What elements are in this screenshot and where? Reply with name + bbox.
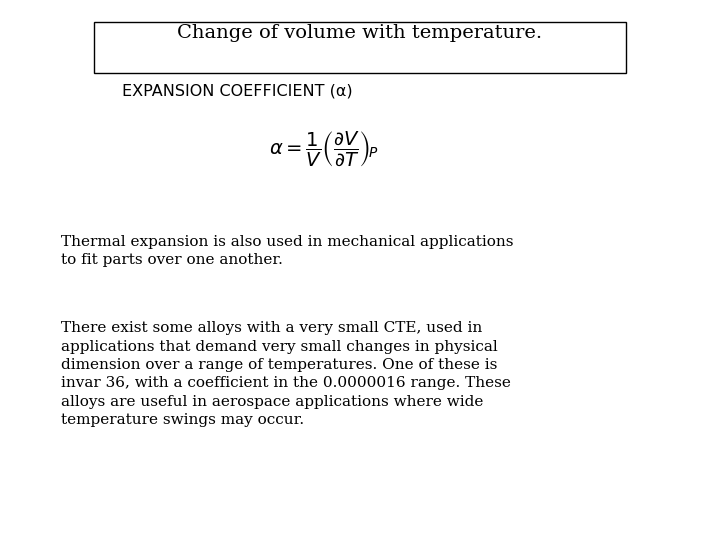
Text: $\alpha = \dfrac{1}{V}\left(\dfrac{\partial V}{\partial T}\right)_{\!P}$: $\alpha = \dfrac{1}{V}\left(\dfrac{\part… [269, 130, 379, 168]
FancyBboxPatch shape [94, 22, 626, 73]
Text: Thermal expansion is also used in mechanical applications
to fit parts over one : Thermal expansion is also used in mechan… [61, 235, 513, 267]
Text: There exist some alloys with a very small CTE, used in
applications that demand : There exist some alloys with a very smal… [61, 321, 511, 427]
Text: Change of volume with temperature.: Change of volume with temperature. [177, 24, 543, 42]
Text: EXPANSION COEFFICIENT (α): EXPANSION COEFFICIENT (α) [122, 84, 353, 99]
